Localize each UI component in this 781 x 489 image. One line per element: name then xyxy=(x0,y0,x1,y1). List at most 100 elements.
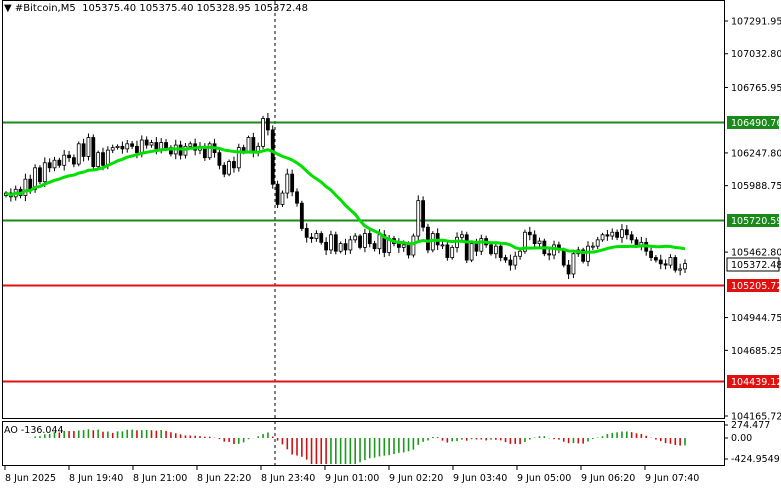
candle-body xyxy=(377,234,382,250)
candle xyxy=(595,236,600,250)
candle xyxy=(503,254,508,263)
candle-body xyxy=(396,243,401,248)
candle-body xyxy=(474,243,479,252)
candle xyxy=(382,230,387,258)
candle-body xyxy=(532,234,537,245)
time-tick-label: 9 Jun 05:00 xyxy=(517,473,571,484)
candle xyxy=(362,228,367,253)
candle xyxy=(426,223,430,254)
candle-body xyxy=(164,142,168,148)
candle xyxy=(547,248,552,261)
time-tick-label: 9 Jun 01:00 xyxy=(325,473,379,484)
expand-triangle-icon[interactable]: ▼ xyxy=(4,3,12,14)
candle xyxy=(523,229,527,254)
candle-body xyxy=(207,143,212,159)
candle xyxy=(256,142,261,157)
candle-body xyxy=(362,233,367,248)
candle xyxy=(615,229,619,241)
indicator-frame xyxy=(2,421,725,466)
candle xyxy=(81,138,86,162)
level-price-badge xyxy=(727,375,779,388)
candle-body xyxy=(222,164,227,175)
candle-body xyxy=(406,244,411,256)
candle-body xyxy=(86,137,91,157)
candle-body xyxy=(324,241,329,251)
candle-body xyxy=(353,235,358,241)
candle-body xyxy=(372,243,377,250)
candle-body xyxy=(600,234,605,241)
candle-body xyxy=(367,233,372,245)
candle xyxy=(624,225,629,240)
candle-body xyxy=(280,192,285,205)
candle xyxy=(348,235,353,254)
candle xyxy=(232,156,236,173)
candle-body xyxy=(149,142,154,146)
candle-body xyxy=(314,233,319,239)
price-tick-label: 104944.75 xyxy=(731,313,781,324)
candle-body xyxy=(440,244,445,247)
candle-body xyxy=(67,154,71,159)
candle xyxy=(120,141,125,154)
candle-body xyxy=(683,263,687,270)
candle-body xyxy=(678,268,683,271)
candle-body xyxy=(154,142,159,150)
candle xyxy=(571,249,576,279)
candle xyxy=(72,154,76,168)
candle-body xyxy=(96,152,101,167)
candle xyxy=(168,145,173,157)
candle-body xyxy=(72,157,76,165)
close-value: 105372.48 xyxy=(253,3,308,14)
candle-body xyxy=(319,233,324,243)
candle xyxy=(605,230,610,241)
candle xyxy=(581,247,586,264)
price-tick-label: 106247.80 xyxy=(731,148,781,159)
candle-body xyxy=(246,137,251,152)
candle xyxy=(654,255,658,263)
time-tick-label: 8 Jun 23:40 xyxy=(261,473,315,484)
candle-body xyxy=(295,191,299,204)
candle xyxy=(67,150,71,162)
candle-body xyxy=(33,167,37,190)
candle xyxy=(236,143,241,172)
candle xyxy=(42,157,47,188)
candle-body xyxy=(115,145,120,148)
candle-body xyxy=(261,118,265,147)
price-tick-label: 107291.95 xyxy=(731,17,781,28)
candle xyxy=(76,141,81,167)
candle-body xyxy=(469,243,474,261)
candle-body xyxy=(595,239,600,247)
candle-body xyxy=(493,245,498,255)
candle xyxy=(130,141,135,150)
candle-body xyxy=(110,147,115,151)
candle xyxy=(96,150,101,169)
candle xyxy=(493,241,498,259)
symbol-label: #Bitcoin,M5 xyxy=(14,3,76,14)
candle xyxy=(411,233,416,258)
candle-body xyxy=(663,263,668,266)
candle-body xyxy=(464,234,469,261)
candle-body xyxy=(634,239,639,246)
low-value: 105328.95 xyxy=(196,3,251,14)
candle xyxy=(421,196,426,232)
candle xyxy=(396,238,401,253)
level-price-badge xyxy=(727,116,779,129)
ao-tick-label: -424.9549 xyxy=(731,454,780,465)
price-tick-label: 104165.72 xyxy=(731,412,781,423)
candle xyxy=(304,223,309,243)
candle-body xyxy=(561,249,566,266)
candle xyxy=(115,144,120,150)
level-price-label: 105720.59 xyxy=(731,216,781,227)
price-tick-label: 106765.95 xyxy=(731,83,781,94)
chart-header: ▼ #Bitcoin,M5 105375.40 105375.40 105328… xyxy=(4,3,308,14)
candle xyxy=(91,134,96,170)
candle-body xyxy=(508,259,513,266)
candle xyxy=(459,230,464,242)
candle-body xyxy=(91,137,96,167)
candle-body xyxy=(537,240,542,245)
candle-body xyxy=(188,143,193,147)
candle-body xyxy=(81,143,86,157)
candle xyxy=(416,195,421,242)
candle-body xyxy=(527,231,532,236)
candle xyxy=(110,144,115,154)
